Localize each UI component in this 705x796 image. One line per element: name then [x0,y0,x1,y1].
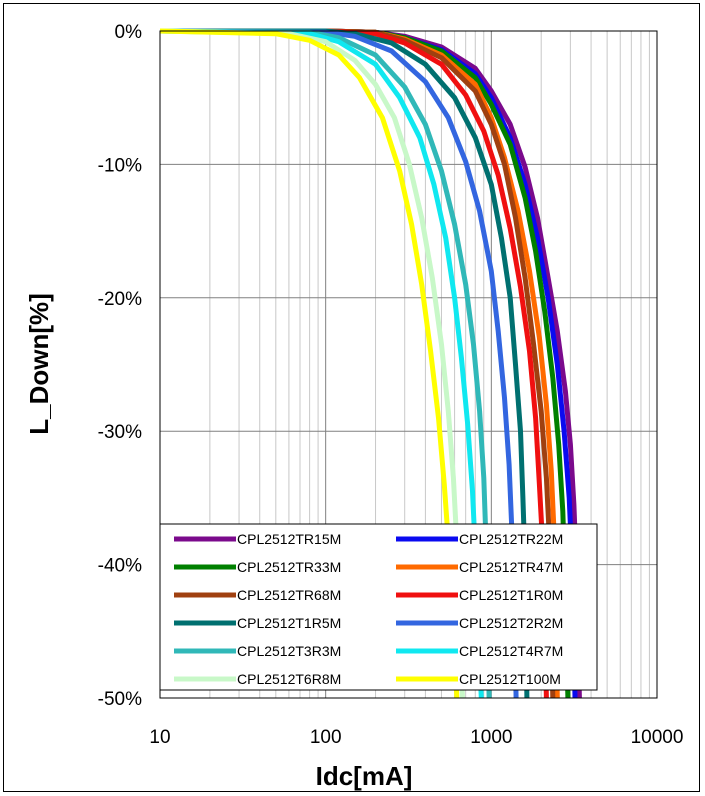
legend-box [159,523,598,691]
legend-label: CPL2512T3R3M [237,643,341,659]
legend-label: CPL2512TR68M [237,587,341,603]
y-tick-label: 0% [115,22,143,43]
y-tick-label: -40% [98,556,142,577]
legend-label: CPL2512T1R0M [459,587,563,603]
y-axis-title: L_Down[%] [24,293,54,435]
legend-label: CPL2512T6R8M [237,671,341,687]
y-tick-label: -50% [98,689,142,710]
legend-label: CPL2512TR22M [459,531,563,547]
legend-label: CPL2512T2R2M [459,615,563,631]
plot-border [159,30,658,699]
chart-frame [3,3,700,792]
legend-label: CPL2512TR33M [237,559,341,575]
legend-label: CPL2512T4R7M [459,643,563,659]
x-tick-labels: 10 100 1000 10000 [149,727,683,748]
legend-label: CPL2512TR15M [237,531,341,547]
y-tick-label: -10% [98,155,142,176]
legend-label: CPL2512T1R5M [237,615,341,631]
x-tick-label: 1000 [470,727,512,748]
y-tick-label: -20% [98,289,142,310]
legend: CPL2512TR15M CPL2512TR22M CPL2512TR33M CPL2… [159,523,598,691]
series-line [160,28,549,699]
y-tick-label: -30% [98,422,142,443]
x-tick-label: 10 [149,727,170,748]
x-tick-label: 10000 [631,727,684,748]
x-axis-title: Idc[mA] [316,761,413,791]
legend-label: CPL2512T100M [459,671,561,687]
legend-label: CPL2512TR47M [459,559,563,575]
x-tick-label: 100 [310,727,342,748]
y-tick-labels: 0% -10% -20% -30% -40% -50% [98,22,142,710]
